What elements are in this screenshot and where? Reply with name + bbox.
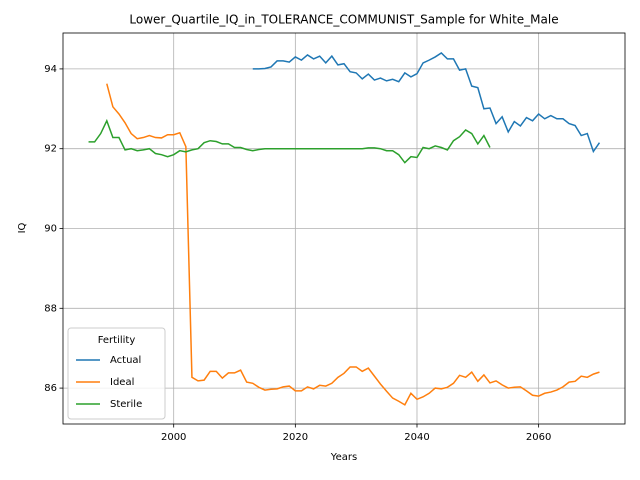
y-axis-label: IQ [17,222,28,233]
line-series [252,51,601,154]
y-tick-label: 94 [44,64,57,75]
legend-title: Fertility [98,335,136,346]
y-tick-label: 90 [44,224,57,235]
x-axis-label: Years [330,452,357,463]
chart-title: Lower_Quartile_IQ_in_TOLERANCE_COMMUNIST… [129,13,558,27]
x-tick-label: 2020 [283,432,308,443]
legend: Fertility Actual Ideal Sterile [67,327,166,420]
legend-label: Sterile [110,399,142,410]
y-tick-label: 86 [44,383,57,394]
line-series [88,118,491,164]
x-tick-label: 2000 [161,432,186,443]
legend-box [67,327,166,420]
legend-label: Ideal [110,377,134,388]
x-tick-label: 2040 [404,432,429,443]
plot-frame [62,32,626,425]
y-tick-label: 88 [44,303,57,314]
line-series [106,83,600,406]
x-tick-label: 2060 [526,432,551,443]
y-tick-label: 92 [44,144,57,155]
legend-label: Actual [110,355,141,366]
